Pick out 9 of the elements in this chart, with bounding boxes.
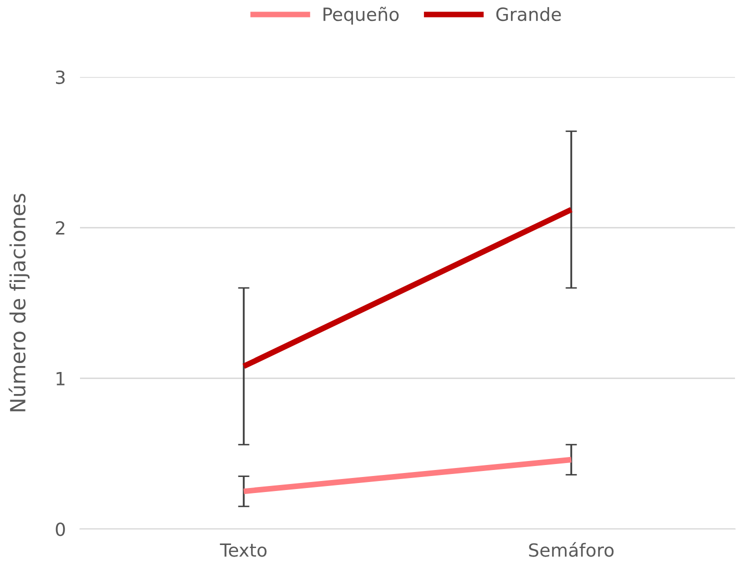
y-tick-label: 3: [56, 70, 65, 84]
y-tick-label: 0: [56, 522, 65, 536]
legend-label: Pequeño: [324, 6, 399, 25]
x-tick-label: Texto: [220, 543, 267, 557]
y-axis-title: Número de fijaciones: [8, 194, 30, 412]
legend-label: Grande: [496, 7, 561, 22]
y-tick-label: 2: [56, 221, 64, 235]
y-tick-label: 1: [56, 372, 64, 386]
x-tick-label: Semáforo: [529, 542, 614, 557]
